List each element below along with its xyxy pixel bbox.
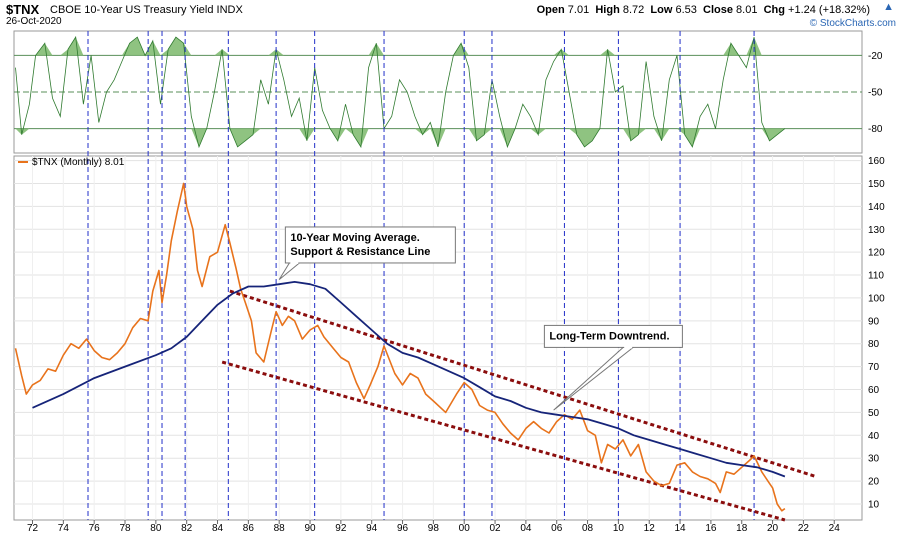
x-tick-label: 20 [767,523,779,534]
tnx-price-line [14,182,786,512]
indicator-overbought-fill [15,37,785,56]
upper-trendline [229,289,817,478]
x-tick-label: 94 [366,523,378,534]
legend-label: $TNX (Monthly) 8.01 [32,157,125,168]
y-tick-label: 60 [868,385,880,396]
x-tick-label: 86 [243,523,255,534]
y-tick-label: 50 [868,408,880,419]
x-tick-label: 78 [119,523,131,534]
x-tick-label: 10 [613,523,625,534]
x-tick-label: 82 [181,523,193,534]
x-tick-label: 12 [644,523,656,534]
indicator-tick-label: -20 [868,51,883,62]
x-tick-label: 08 [582,523,594,534]
stockcharts-credit: © StockCharts.com [809,18,896,29]
y-tick-label: 130 [868,225,885,236]
x-tick-label: 74 [58,523,70,534]
annotation-pointer [278,262,301,281]
change-value: +1.24 (+18.32%) [788,4,870,16]
y-tick-label: 100 [868,293,885,304]
x-tick-label: 88 [274,523,286,534]
y-tick-label: 140 [868,202,885,213]
annotation-text: Long-Term Downtrend. [549,330,669,342]
y-tick-label: 20 [868,477,880,488]
instrument-name: CBOE 10-Year US Treasury Yield INDX [50,4,243,16]
y-tick-label: 30 [868,454,880,465]
up-arrow-icon: ▲ [883,1,894,13]
x-tick-label: 76 [89,523,101,534]
chart-date: 26-Oct-2020 [6,16,62,27]
x-tick-label: 92 [335,523,347,534]
x-tick-label: 84 [212,523,224,534]
close-value: 8.01 [736,4,758,16]
indicator-tick-label: -50 [868,88,883,99]
annotation-text: 10-Year Moving Average. [290,232,419,244]
indicator-line [15,35,786,149]
annotation-pointer [553,346,635,411]
y-tick-label: 110 [868,271,884,282]
y-tick-label: 120 [868,248,885,259]
x-tick-label: 04 [520,523,532,534]
x-tick-label: 00 [459,523,471,534]
x-tick-label: 02 [489,523,501,534]
x-tick-label: 16 [705,523,717,534]
open-value: 7.01 [567,4,590,16]
y-tick-label: 40 [868,431,880,442]
ohlc-quote: Open 7.01 High 8.72 Low 6.53 Close 8.01 … [536,4,870,16]
price-panel-frame [13,155,863,521]
indicator-oversold-fill [15,128,785,147]
indicator-tick-label: -80 [868,124,883,135]
y-tick-label: 150 [868,179,885,190]
x-tick-label: 98 [428,523,440,534]
y-tick-label: 80 [868,339,880,350]
low-value: 6.53 [675,4,697,16]
x-tick-label: 14 [675,523,687,534]
high-value: 8.72 [622,4,645,16]
annotation-box [284,226,456,264]
exchange-label: INDX [216,4,243,16]
y-tick-label: 160 [868,156,885,167]
x-tick-label: 06 [551,523,563,534]
y-tick-label: 10 [868,499,880,510]
x-tick-label: 24 [829,523,841,534]
annotation-box [543,324,683,348]
y-tick-label: 90 [868,316,880,327]
x-tick-label: 90 [304,523,316,534]
x-tick-label: 18 [736,523,748,534]
annotation-text: Support & Resistance Line [290,246,430,258]
x-tick-label: 72 [27,523,39,534]
chart-header: $TNX CBOE 10-Year US Treasury Yield INDX… [6,2,894,18]
x-tick-label: 22 [798,523,810,534]
x-tick-label: 80 [150,523,162,534]
moving-average-line [32,280,786,478]
ticker-symbol: $TNX [6,2,40,17]
x-tick-label: 96 [397,523,409,534]
y-tick-label: 70 [868,362,880,373]
